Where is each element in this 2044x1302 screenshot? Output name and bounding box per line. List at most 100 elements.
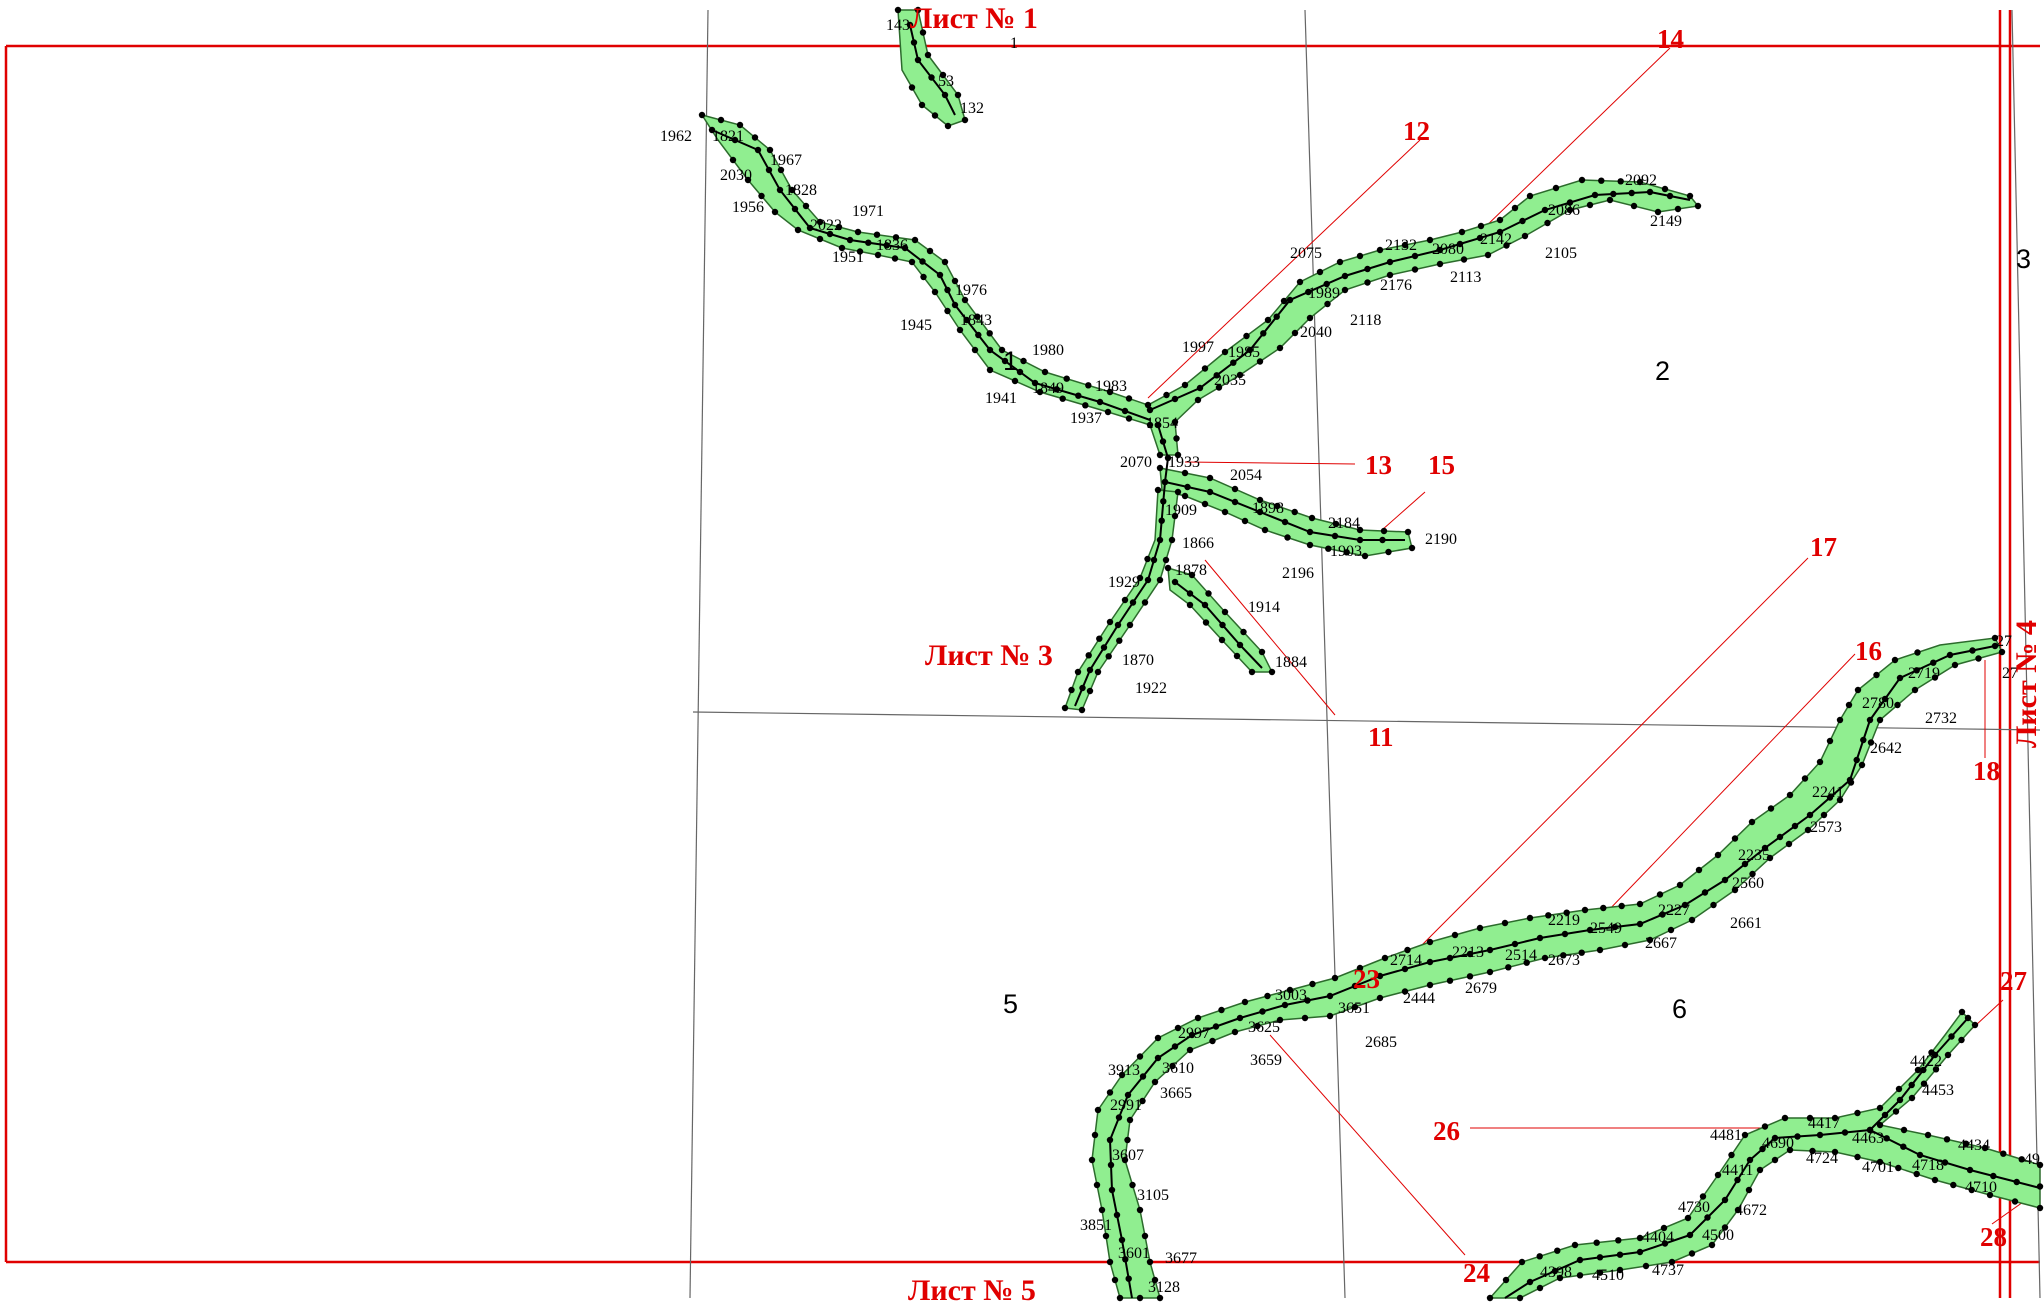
vertex-dot <box>1958 1008 1966 1016</box>
vertex-dot <box>1186 601 1194 609</box>
point-label: 2685 <box>1365 1034 1397 1051</box>
vertex-dot <box>1701 889 1709 896</box>
vertex-dot <box>1231 485 1239 493</box>
vertex-dot <box>908 258 916 266</box>
vertex-dot <box>1306 541 1314 549</box>
vertex-dot <box>1108 1186 1116 1194</box>
vertex-dot <box>919 258 926 265</box>
vertex-dot <box>1125 415 1133 422</box>
callout-number: 15 <box>1428 450 1455 480</box>
river-lower <box>1091 637 2004 1299</box>
vertex-dot <box>791 205 799 213</box>
vertex-dot <box>1181 469 1189 477</box>
vertex-dot <box>1144 576 1152 584</box>
vertex-dot <box>1259 1008 1266 1015</box>
vertex-dot <box>1794 1133 1801 1140</box>
vertex-dot <box>2013 1178 2020 1186</box>
vertex-dot <box>1826 737 1834 745</box>
vertex-dot <box>1304 997 1311 1004</box>
vertex-dot <box>1891 656 1899 664</box>
vertex-dot <box>1611 923 1619 931</box>
point-label: 4422 <box>1910 1053 1942 1070</box>
vertex-dot <box>1174 1024 1182 1032</box>
vertex-dot <box>1591 191 1599 199</box>
vertex-dot <box>1231 498 1239 506</box>
vertex-dot <box>1721 1224 1729 1231</box>
river-fork-se <box>1167 566 1274 673</box>
vertex-dot <box>1981 1144 1989 1152</box>
point-label: 2196 <box>1282 565 1314 582</box>
vertex-dot <box>771 208 779 216</box>
vertex-dot <box>1876 1121 1884 1129</box>
vertex-dot <box>1188 571 1196 579</box>
vertex-dot <box>1107 1161 1115 1169</box>
vertex-dot <box>1892 1108 1900 1115</box>
vertex-dot <box>1151 1276 1159 1284</box>
point-label: 1854 <box>1146 415 1178 432</box>
vertex-dot <box>1913 1170 1920 1178</box>
vertex-dot <box>954 91 962 99</box>
vertex-dot <box>951 277 959 285</box>
vertex-dot <box>1941 1159 1949 1166</box>
vertex-dot <box>1541 954 1549 962</box>
sheet-label-4: Лист № 4 <box>2010 620 2043 748</box>
point-label: 2070 <box>1120 454 1152 471</box>
point-label: 1836 <box>876 237 908 254</box>
point-label: 2991 <box>1110 1097 1142 1114</box>
vertex-dot <box>1118 1236 1126 1244</box>
vertex-dot <box>1681 901 1689 909</box>
vertex-dot <box>1379 536 1386 544</box>
vertex-dot <box>1206 488 1214 496</box>
point-label: 2022 <box>810 217 842 234</box>
vertex-dot <box>1867 739 1875 746</box>
vertex-dot <box>986 366 994 374</box>
vertex-dot <box>918 101 926 109</box>
vertex-dot <box>1256 508 1264 516</box>
vertex-dot <box>758 192 765 200</box>
vertex-dot <box>1606 196 1614 204</box>
vertex-dot <box>1496 216 1504 224</box>
vertex-dot <box>1964 1014 1972 1022</box>
vertex-dot <box>1676 881 1684 889</box>
vertex-dot <box>1241 517 1249 525</box>
vertex-dot <box>924 51 932 59</box>
callout-number: 12 <box>1403 116 1430 146</box>
vertex-dots <box>698 6 2044 1302</box>
vertex-dot <box>1260 330 1267 337</box>
vertex-dot <box>1156 451 1164 459</box>
vertex-dot <box>1806 1114 1814 1122</box>
vertex-dot <box>1163 391 1170 399</box>
vertex-dot <box>1068 686 1075 694</box>
vertex-dot <box>1616 1266 1624 1274</box>
vertex-dot <box>1900 1143 1907 1150</box>
vertex-dot <box>1126 1116 1134 1124</box>
vertex-dot <box>1280 297 1288 305</box>
vertex-dot <box>854 228 862 236</box>
vertex-dot <box>1699 1193 1707 1200</box>
vertex-dot <box>1932 1066 1940 1073</box>
vertex-dot <box>1908 1081 1915 1089</box>
vertex-dot <box>1141 1232 1149 1240</box>
vertex-dot <box>1756 1166 1764 1174</box>
vertex-dot <box>1411 252 1419 260</box>
point-label: 1922 <box>1135 680 1167 697</box>
vertex-dot <box>1171 1043 1179 1050</box>
vertex-dot <box>1460 256 1468 263</box>
point-label: 27 <box>2002 665 2018 682</box>
vertex-dot <box>1116 1294 1124 1302</box>
point-label: 1914 <box>1248 599 1280 616</box>
point-label: 2780 <box>1862 695 1894 712</box>
vertex-dot <box>731 136 739 144</box>
vertex-dot <box>1975 655 1982 662</box>
vertex-dot <box>1296 278 1304 286</box>
vertex-dot <box>1646 188 1654 196</box>
vertex-dot <box>1376 994 1384 1002</box>
vertex-dot <box>2018 1156 2025 1163</box>
vertex-dot <box>766 146 774 154</box>
vertex-dot <box>865 239 872 246</box>
vertex-dot <box>1881 695 1889 703</box>
vertex-dot <box>883 242 890 249</box>
vertex-dot <box>1094 668 1102 676</box>
point-label: 4672 <box>1735 1202 1767 1219</box>
vertex-dot <box>1213 372 1220 379</box>
